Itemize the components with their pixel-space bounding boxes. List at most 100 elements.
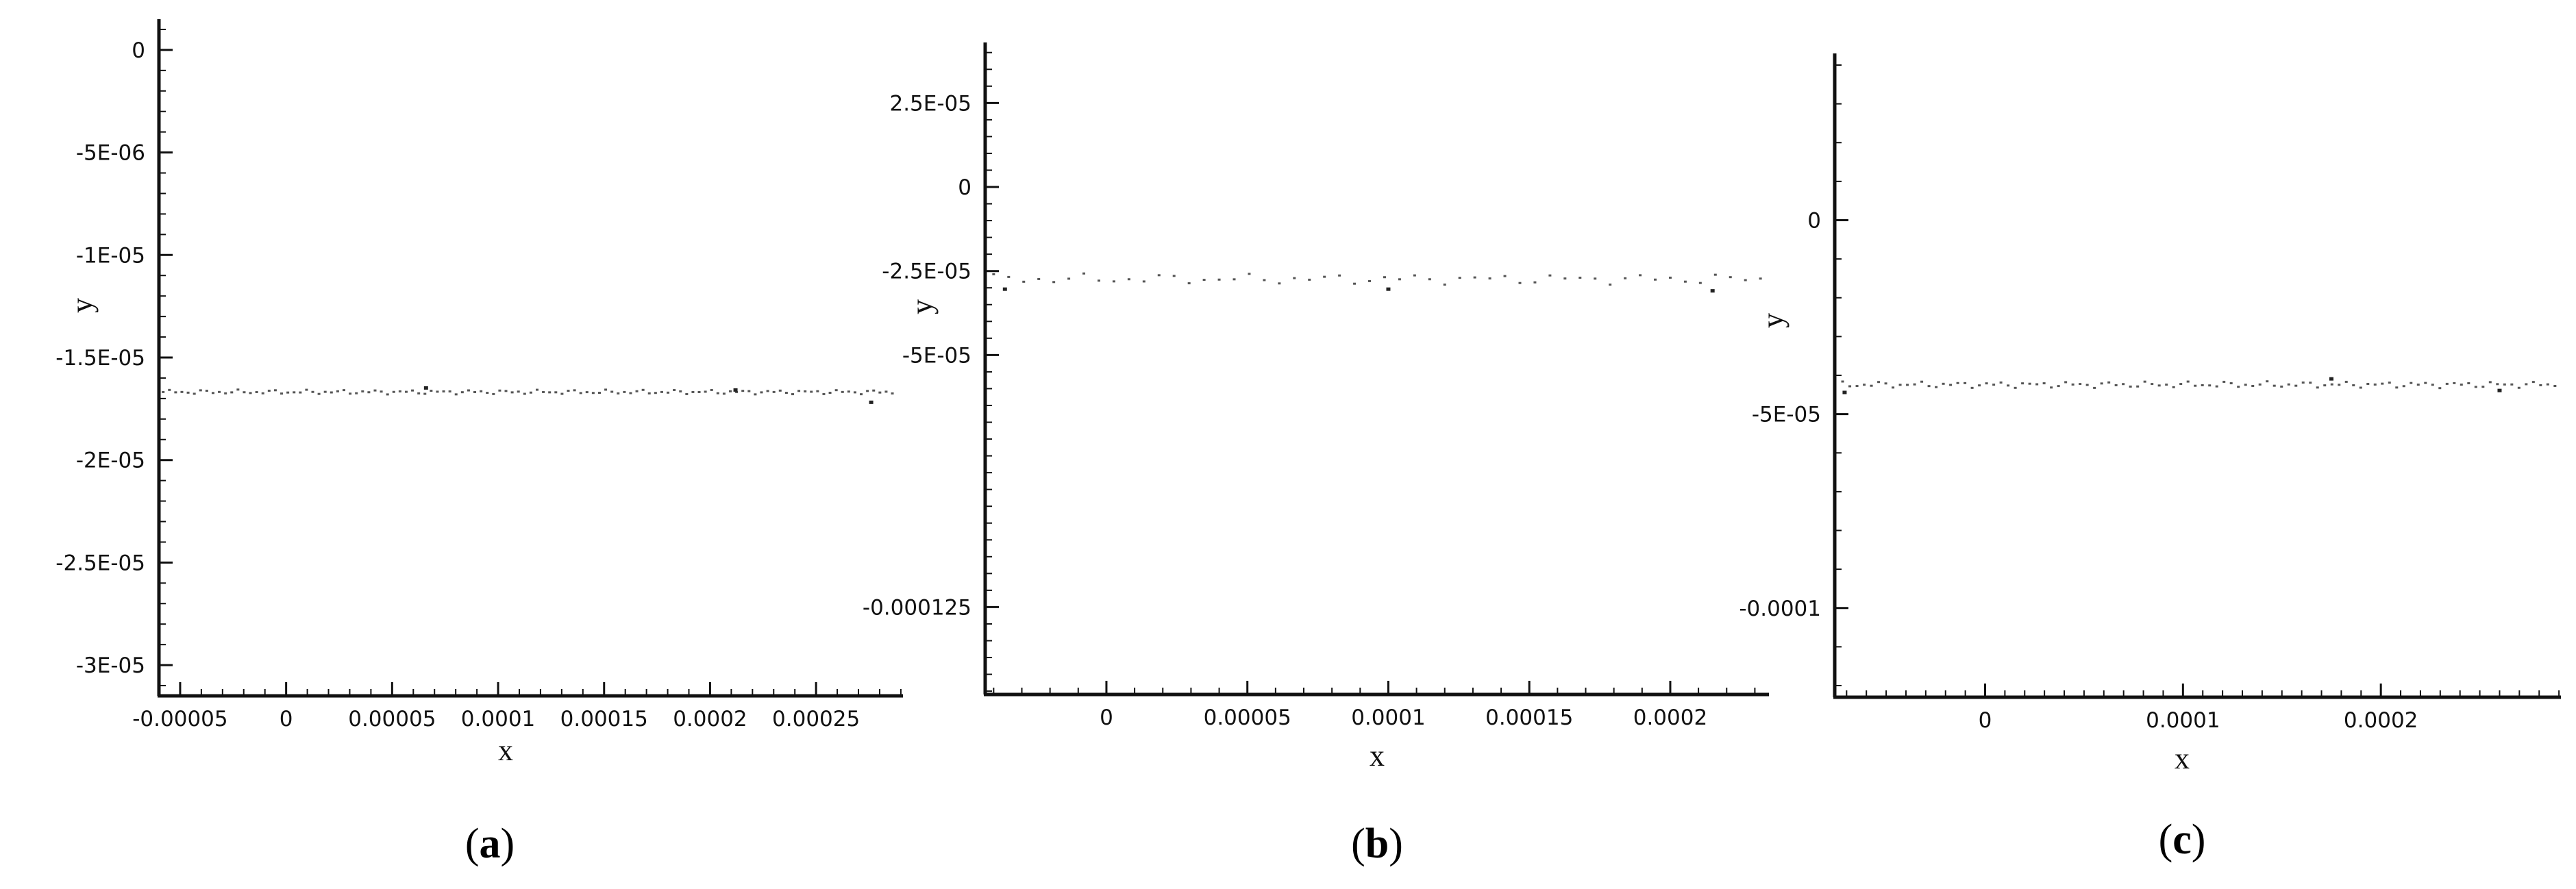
- panel-b-data-point: [1202, 279, 1206, 281]
- panel-c-data-point: [2194, 384, 2197, 387]
- panel-c-outlier-point: [2497, 388, 2502, 392]
- panel-c-data-point: [2266, 380, 2269, 383]
- panel-c-data-point: [2151, 383, 2154, 386]
- panel-c-data-point: [2093, 386, 2096, 389]
- panel-a-data-point: [735, 391, 739, 394]
- panel-c-data-point: [2517, 386, 2521, 389]
- panel-a-data-point: [380, 390, 383, 393]
- panel-c-data-point: [2531, 381, 2535, 384]
- panel-a-x-axis-title: x: [498, 734, 513, 767]
- panel-a-data-point: [498, 389, 501, 392]
- panel-c-data-point: [2366, 382, 2370, 385]
- panel-a-data-point: [342, 389, 345, 392]
- panel-c-data-point: [2381, 382, 2384, 385]
- panel-c-data-point: [2294, 384, 2298, 387]
- panel-b-data-point: [1548, 274, 1552, 277]
- panel-a-y-tick-label: -1.5E-05: [55, 346, 145, 371]
- panel-a-data-point: [554, 391, 558, 394]
- panel-a-data-point: [804, 390, 807, 392]
- panel-a-data-point: [510, 391, 514, 394]
- panel-a-data-point: [741, 390, 745, 392]
- panel-a-data-point: [760, 391, 763, 394]
- panel-b-data-point: [1759, 277, 1762, 280]
- panel-c-data-point: [1841, 380, 1844, 383]
- panel-b-data-point: [1278, 282, 1281, 285]
- panel-c-data-point: [2330, 383, 2333, 386]
- panel-c-data-point: [2525, 383, 2528, 386]
- panel-a-data-point: [710, 388, 713, 391]
- panel-c-data-point: [2546, 383, 2549, 386]
- panel-b-outlier-point: [1710, 289, 1715, 293]
- panel-c-data-point: [2510, 383, 2514, 386]
- panel-c-data-point: [2064, 381, 2068, 384]
- panel-a-data-point: [411, 389, 414, 392]
- panel-a-data-point: [691, 390, 695, 393]
- panel-b-data-point: [1293, 277, 1296, 279]
- panel-c-data-point: [2157, 384, 2161, 387]
- panel-b-data-point: [1639, 274, 1642, 277]
- panel-a-data-point: [685, 392, 689, 395]
- panel-a-data-point: [667, 391, 670, 394]
- panel-a-y-tick-label: -3E-05: [76, 653, 145, 678]
- panel-c-data-point: [2229, 382, 2233, 385]
- panel-c-x-tick-label: 0.0001: [2146, 708, 2220, 733]
- panel-c-data-point: [2280, 385, 2283, 388]
- panel-b-data-point: [1609, 284, 1612, 286]
- panel-c-data-point: [2445, 382, 2449, 385]
- panel-c-outlier-point: [1842, 390, 1847, 395]
- panel-c-data-point: [2323, 384, 2327, 387]
- panel-b-data-point: [1533, 281, 1537, 284]
- panel-c-data-point: [1870, 384, 1873, 387]
- panel-c-data-point: [1913, 383, 1916, 386]
- panel-c-data-point: [2050, 386, 2053, 389]
- panel-a-data-point: [679, 390, 682, 392]
- panel-b-data-point: [1473, 276, 1476, 279]
- panel-a-data-point: [311, 390, 314, 393]
- panel-a-data-point: [205, 390, 208, 392]
- panel-c-data-point: [1942, 382, 1945, 385]
- panel-c-data-point: [2424, 381, 2427, 384]
- panel-a-y-tick-label: -2.5E-05: [55, 551, 145, 575]
- panel-b-data-point: [1503, 275, 1507, 277]
- panel-a-data-point: [617, 392, 620, 395]
- panel-b-x-tick-label: 0.0002: [1633, 705, 1707, 730]
- panel-c-data-point: [2007, 384, 2010, 387]
- panel-a-data-point: [841, 390, 844, 393]
- panel-b-data-point: [1233, 278, 1236, 281]
- panel-a-data-point: [560, 392, 564, 395]
- panel-a-data-point: [305, 388, 308, 391]
- panel-c-data-point: [2395, 386, 2399, 389]
- panel-b-plot-area: 2.5E-05 0 -2.5E-05 -5E-05 -0.000125 0 0.00005 0…: [863, 42, 1769, 730]
- panel-c-data-point: [2028, 382, 2031, 385]
- panel-b-data-point: [1082, 272, 1086, 275]
- panel-c-data-point: [2316, 386, 2319, 389]
- panel-c-data-point: [2172, 386, 2175, 388]
- panel-a-data-point: [267, 389, 271, 392]
- panel-b-data-point: [992, 273, 995, 275]
- panel-c-data-point: [1927, 385, 1931, 388]
- panel-a-data-point: [766, 390, 769, 392]
- panel-a-outlier-point: [869, 400, 874, 404]
- panel-c-data-point: [2388, 381, 2391, 384]
- panel-b-data-point: [1022, 280, 1026, 283]
- panel-b-data-point: [1624, 277, 1627, 279]
- panel-c-data-point: [2114, 384, 2118, 386]
- panel-c-data-point: [2057, 385, 2060, 388]
- panel-a-data-point: [180, 390, 184, 393]
- panel-c-data-point: [2344, 380, 2348, 383]
- panel-a-data-point: [716, 392, 719, 395]
- panel-a-data-point: [398, 390, 401, 392]
- panel-a-data-point: [349, 392, 352, 395]
- panel-c-data-point: [2496, 383, 2499, 386]
- panel-b-data-point: [1458, 277, 1461, 279]
- panel-a-data-point: [280, 392, 284, 395]
- panel-b-x-tick-label: 0.00015: [1485, 705, 1573, 730]
- panel-c-y-tick-label: -5E-05: [1752, 403, 1821, 427]
- panel-b-data-point: [1368, 279, 1372, 282]
- panel-a-data-point: [467, 389, 470, 392]
- panel-b-data-point: [1668, 276, 1672, 279]
- panel-c-data-point: [2338, 384, 2341, 386]
- panel-a-data-point: [591, 392, 595, 395]
- panel-a-x-tick-label: -0.00005: [132, 707, 227, 731]
